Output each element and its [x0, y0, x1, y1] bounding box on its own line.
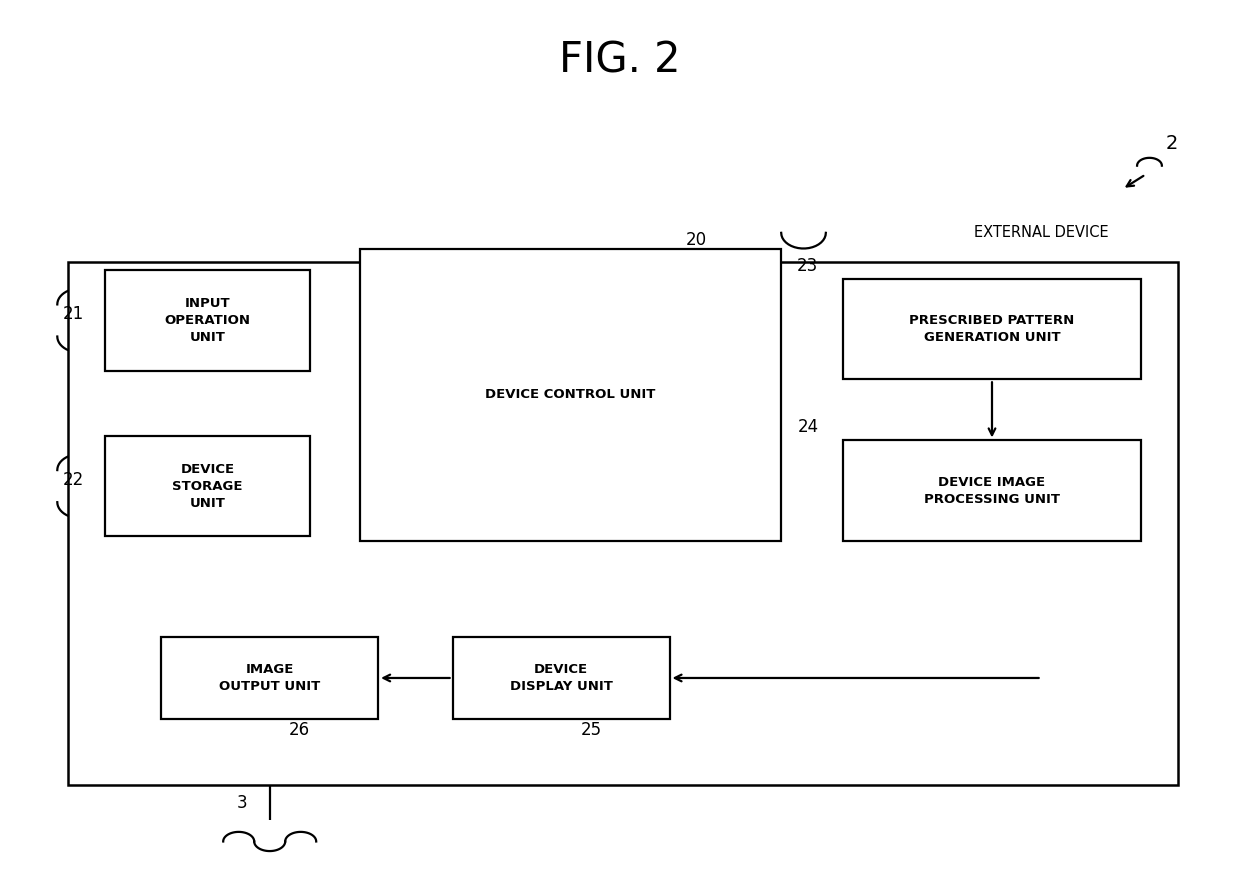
Text: DEVICE IMAGE
PROCESSING UNIT: DEVICE IMAGE PROCESSING UNIT	[924, 475, 1060, 506]
Text: IMAGE
OUTPUT UNIT: IMAGE OUTPUT UNIT	[219, 663, 320, 693]
Text: DEVICE
STORAGE
UNIT: DEVICE STORAGE UNIT	[172, 463, 243, 509]
Text: INPUT
OPERATION
UNIT: INPUT OPERATION UNIT	[165, 297, 250, 344]
Text: PRESCRIBED PATTERN
GENERATION UNIT: PRESCRIBED PATTERN GENERATION UNIT	[909, 314, 1075, 344]
Bar	[68, 262, 1178, 785]
Text: 21: 21	[63, 305, 84, 323]
Bar	[843, 440, 1141, 541]
Bar	[360, 249, 781, 541]
Text: 22: 22	[63, 471, 84, 488]
Text: 3: 3	[237, 794, 248, 812]
Bar	[105, 436, 310, 536]
Text: 26: 26	[289, 721, 310, 739]
Bar	[843, 279, 1141, 379]
Text: EXTERNAL DEVICE: EXTERNAL DEVICE	[975, 225, 1109, 240]
Bar	[161, 637, 378, 719]
Text: DEVICE
DISPLAY UNIT: DEVICE DISPLAY UNIT	[510, 663, 613, 693]
Text: DEVICE CONTROL UNIT: DEVICE CONTROL UNIT	[485, 388, 656, 401]
Bar	[105, 270, 310, 371]
Text: 23: 23	[797, 257, 818, 275]
Text: FIG. 2: FIG. 2	[559, 39, 681, 81]
Bar	[453, 637, 670, 719]
Text: 25: 25	[580, 721, 601, 739]
Text: 24: 24	[797, 419, 818, 436]
Text: 2: 2	[1166, 133, 1178, 153]
Text: 20: 20	[686, 231, 707, 249]
